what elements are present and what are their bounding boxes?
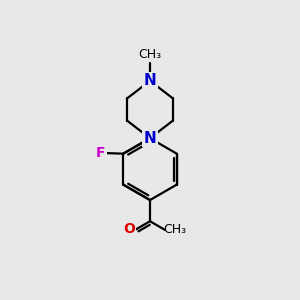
Text: F: F: [96, 146, 106, 160]
Text: CH₃: CH₃: [164, 223, 187, 236]
Text: N: N: [144, 131, 156, 146]
Text: O: O: [123, 222, 135, 236]
Text: CH₃: CH₃: [138, 48, 162, 61]
Text: N: N: [144, 73, 156, 88]
